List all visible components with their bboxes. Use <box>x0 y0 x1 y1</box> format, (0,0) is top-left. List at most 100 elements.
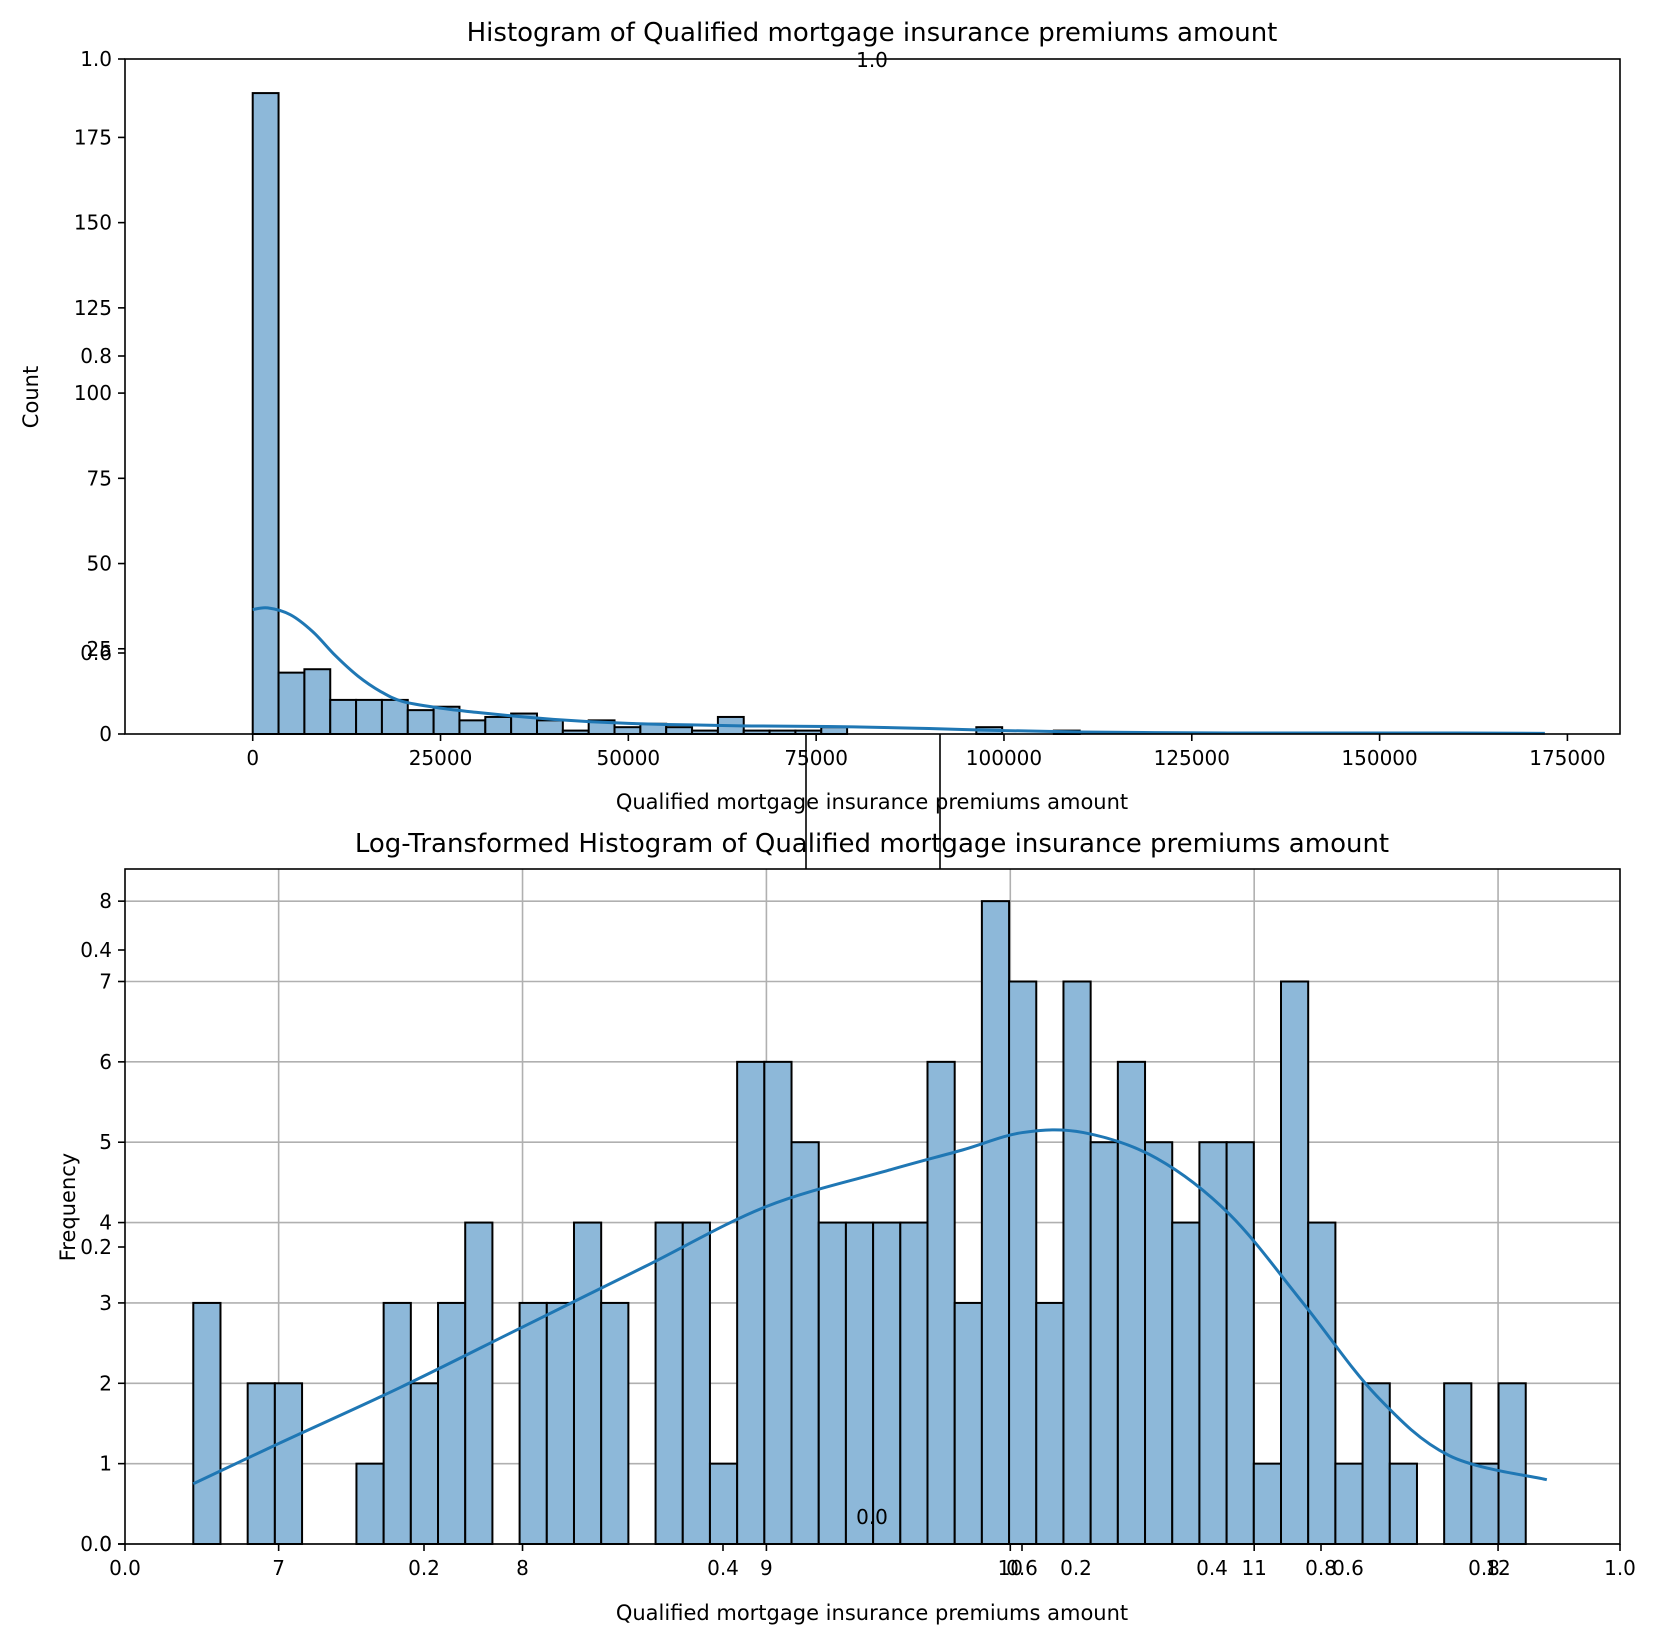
histogram-bar <box>926 1060 956 1546</box>
histogram-bar <box>708 1462 739 1545</box>
histogram-bar <box>545 1301 575 1546</box>
histogram-bar <box>1307 1221 1337 1545</box>
y-tick-label: 50 <box>87 552 112 576</box>
y-tick-label: 1 <box>99 1452 112 1476</box>
histogram-bar <box>1334 1462 1364 1545</box>
histogram-bar <box>1008 980 1038 1545</box>
x-tick-label: 50000 <box>597 746 661 770</box>
overlay-y-tick-label: 0.8 <box>80 344 112 368</box>
overlay-secondary-bottom-label: 0.0 <box>856 1505 888 1529</box>
histogram-bar <box>329 698 358 736</box>
y-tick-label: 7 <box>99 970 112 994</box>
y-tick-label: 0 <box>99 1532 112 1556</box>
x-tick-label: 175000 <box>1529 746 1605 770</box>
histogram-bar <box>1225 1141 1255 1545</box>
x-tick-label: 100000 <box>966 746 1042 770</box>
x-tick-label: 9 <box>760 1556 773 1580</box>
histogram-bar <box>437 1301 467 1546</box>
histogram-bar <box>790 1141 820 1545</box>
histogram-bar <box>1171 1221 1201 1545</box>
y-tick-label: 100 <box>74 381 112 405</box>
top-kde-curve <box>252 606 1545 735</box>
histogram-bar <box>273 1382 304 1546</box>
histogram-bar <box>484 715 513 735</box>
histogram-bar <box>1035 1301 1065 1546</box>
overlay-secondary-x-tick-label: 0.8 <box>1468 1556 1500 1580</box>
overlay-y-tick-label: 0.4 <box>80 938 112 962</box>
bottom-y-ticks: 0 1 2 3 4 5 6 7 8 <box>99 889 125 1556</box>
histogram-bar <box>817 1221 847 1545</box>
x-tick-label: 12 <box>1485 1556 1510 1580</box>
top-x-ticks: 0 25000 50000 75000 100000 125000 150000 175000 <box>246 734 1606 770</box>
histogram-bar <box>736 1060 766 1546</box>
overlay-x-tick-label: 0.8 <box>1305 1556 1337 1580</box>
top-axes-frame <box>124 58 1621 735</box>
bottom-x-axis-label: Qualified mortgage insurance premiums am… <box>616 1601 1128 1625</box>
x-tick-label: 7 <box>272 1556 285 1580</box>
histogram-bar <box>1062 980 1092 1545</box>
histogram-bar <box>535 719 564 736</box>
y-tick-label: 0 <box>99 722 112 746</box>
overlay-y-tick-label: 0.6 <box>80 641 112 665</box>
x-tick-label: 25000 <box>409 746 473 770</box>
overlay-axes: 0.0 0.2 0.4 0.6 0.8 1.00.00.20.40.60.81.0 1.00… <box>80 47 1636 1580</box>
histogram-bar <box>654 1221 684 1545</box>
histogram-bar <box>1144 1141 1174 1545</box>
overlay-secondary-top-label: 1.0 <box>856 48 888 72</box>
histogram-bar <box>1116 1060 1147 1546</box>
histogram-bar <box>1388 1462 1418 1545</box>
y-tick-label: 25 <box>87 637 112 661</box>
x-tick-label: 0 <box>246 746 259 770</box>
histogram-bar <box>406 709 435 735</box>
histogram-bar <box>1280 980 1310 1545</box>
x-tick-label: 150000 <box>1341 746 1417 770</box>
overlay-y-tick-label: 1.0 <box>80 47 112 71</box>
overlay-x-tick-label: 1.0 <box>1604 1556 1636 1580</box>
histogram-bar <box>303 668 332 736</box>
bottom-x-ticks: 7 8 9 10 11 12 <box>272 1544 1511 1580</box>
histogram-bar <box>355 1462 385 1545</box>
y-tick-label: 125 <box>74 296 112 320</box>
top-y-axis-label: Count <box>19 366 43 428</box>
top-chart-title: Histogram of Qualified mortgage insuranc… <box>467 18 1278 48</box>
histogram-bar <box>192 1301 222 1546</box>
bottom-chart-title: Log-Transformed Histogram of Qualified m… <box>355 829 1389 859</box>
histogram-bar <box>613 726 642 736</box>
x-tick-label: 11 <box>1241 1556 1266 1580</box>
y-tick-label: 6 <box>99 1050 112 1074</box>
histogram-bar <box>380 698 409 736</box>
histogram-bar <box>953 1301 983 1546</box>
y-tick-label: 3 <box>99 1291 112 1315</box>
histogram-bar <box>681 1221 711 1545</box>
histogram-bar <box>665 726 694 736</box>
histogram-bar <box>844 1221 875 1545</box>
x-tick-label: 10 <box>998 1556 1023 1580</box>
x-tick-label: 75000 <box>784 746 848 770</box>
y-tick-label: 5 <box>99 1130 112 1154</box>
histogram-bar <box>355 698 383 736</box>
histogram-bar <box>1497 1382 1527 1546</box>
histogram-bar <box>464 1221 494 1545</box>
x-tick-label: 125000 <box>1154 746 1230 770</box>
bottom-axes-frame <box>124 868 1621 1545</box>
y-tick-label: 175 <box>74 125 112 149</box>
histogram-bar <box>872 1221 902 1545</box>
overlay-secondary-x-tick-label: 0.2 <box>1060 1556 1092 1580</box>
histogram-bar <box>382 1301 412 1546</box>
overlay-y-tick-label: 0.2 <box>80 1235 112 1259</box>
histogram-bar <box>1470 1462 1500 1545</box>
y-tick-label: 8 <box>99 889 112 913</box>
histogram-bar <box>600 1301 630 1546</box>
bottom-histogram-bars <box>192 900 1527 1546</box>
overlay-x-tick-label: 0.0 <box>109 1556 141 1580</box>
histogram-bar <box>1252 1462 1283 1545</box>
overlay-secondary-x-tick-label: 0.4 <box>1196 1556 1228 1580</box>
histogram-bar <box>251 92 280 736</box>
histogram-bar <box>980 900 1011 1545</box>
histogram-bar <box>409 1382 440 1546</box>
histogram-bar <box>572 1221 603 1545</box>
overlay-x-tick-label: 0.4 <box>707 1556 739 1580</box>
top-x-axis-label: Qualified mortgage insurance premiums am… <box>616 790 1128 814</box>
y-tick-label: 4 <box>99 1211 112 1235</box>
